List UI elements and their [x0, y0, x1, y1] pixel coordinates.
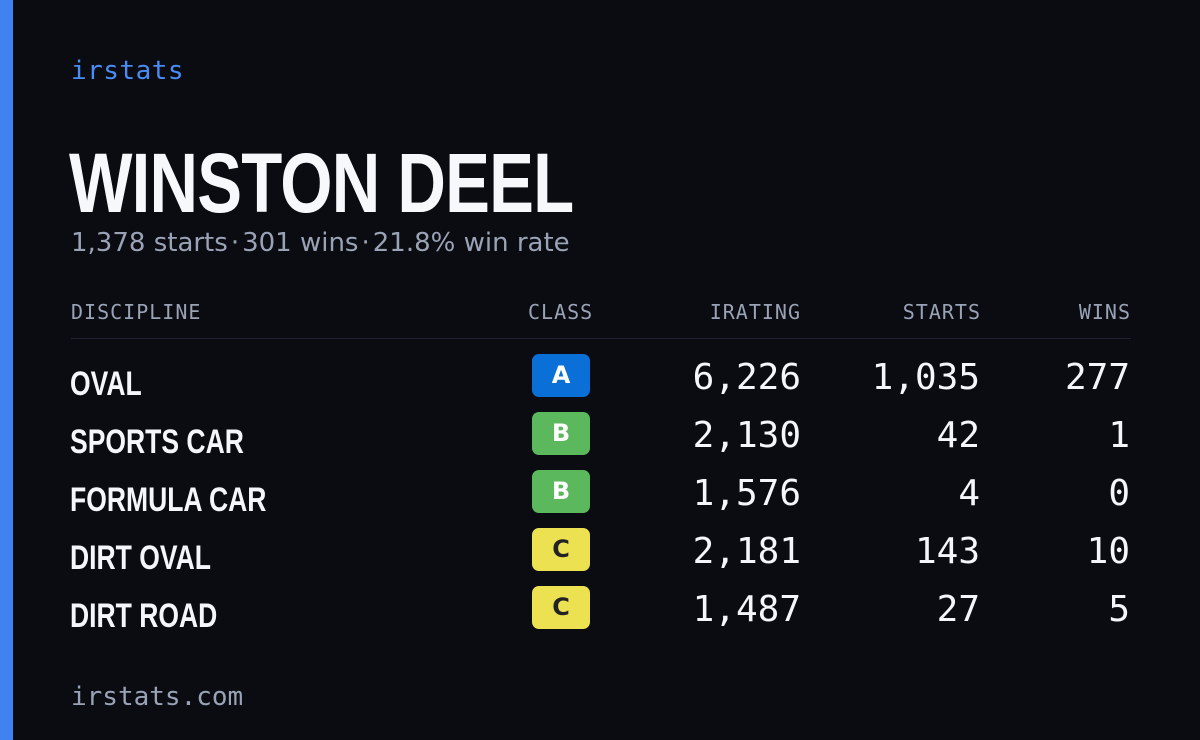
class-badge: B: [532, 470, 590, 513]
summary-separator: ·: [361, 228, 370, 258]
brand-logo-text: irstats: [71, 56, 185, 86]
irating-value: 1,487: [692, 589, 801, 630]
irating-value: 6,226: [692, 357, 801, 398]
summary-wins: 301 wins: [242, 228, 359, 258]
class-badge: A: [532, 354, 590, 397]
accent-bar: [0, 0, 13, 740]
discipline-name: SPORTS CAR: [70, 423, 244, 461]
stats-table-header: DISCIPLINE CLASS IRATING STARTS WINS: [71, 300, 1131, 339]
header-wins: WINS: [1078, 300, 1131, 324]
header-starts: STARTS: [902, 300, 981, 324]
wins-value: 5: [1108, 589, 1130, 630]
table-row: OVAL A 6,226 1,035 277: [70, 350, 1131, 408]
discipline-name: FORMULA CAR: [70, 481, 267, 519]
table-row: SPORTS CAR B 2,130 42 1: [70, 408, 1131, 466]
discipline-name: DIRT ROAD: [70, 597, 218, 635]
summary-starts: 1,378 starts: [71, 228, 228, 258]
discipline-name: DIRT OVAL: [70, 539, 211, 577]
player-summary: 1,378 starts · 301 wins · 21.8% win rate: [71, 228, 570, 258]
irating-value: 1,576: [692, 473, 801, 514]
player-name: WINSTON DEEL: [69, 136, 574, 230]
wins-value: 1: [1108, 415, 1130, 456]
wins-value: 277: [1064, 357, 1130, 398]
class-badge: C: [532, 528, 590, 571]
class-badge: B: [532, 412, 590, 455]
stats-table-body: OVAL A 6,226 1,035 277 SPORTS CAR B 2,13…: [70, 350, 1131, 640]
summary-win-rate: 21.8% win rate: [372, 228, 570, 258]
irating-value: 2,130: [692, 415, 801, 456]
wins-value: 10: [1086, 531, 1130, 572]
footer-url: irstats.com: [71, 682, 244, 712]
table-row: DIRT ROAD C 1,487 27 5: [70, 582, 1131, 640]
starts-value: 143: [914, 531, 980, 572]
wins-value: 0: [1108, 473, 1130, 514]
header-discipline: DISCIPLINE: [71, 300, 202, 324]
irating-value: 2,181: [692, 531, 801, 572]
table-row: DIRT OVAL C 2,181 143 10: [70, 524, 1131, 582]
starts-value: 42: [936, 415, 980, 456]
starts-value: 1,035: [871, 357, 980, 398]
class-badge: C: [532, 586, 590, 629]
starts-value: 27: [936, 589, 980, 630]
starts-value: 4: [958, 473, 980, 514]
table-row: FORMULA CAR B 1,576 4 0: [70, 466, 1131, 524]
header-irating: IRATING: [709, 300, 801, 324]
discipline-name: OVAL: [70, 365, 142, 403]
header-class: CLASS: [528, 300, 594, 324]
summary-separator: ·: [230, 228, 240, 258]
